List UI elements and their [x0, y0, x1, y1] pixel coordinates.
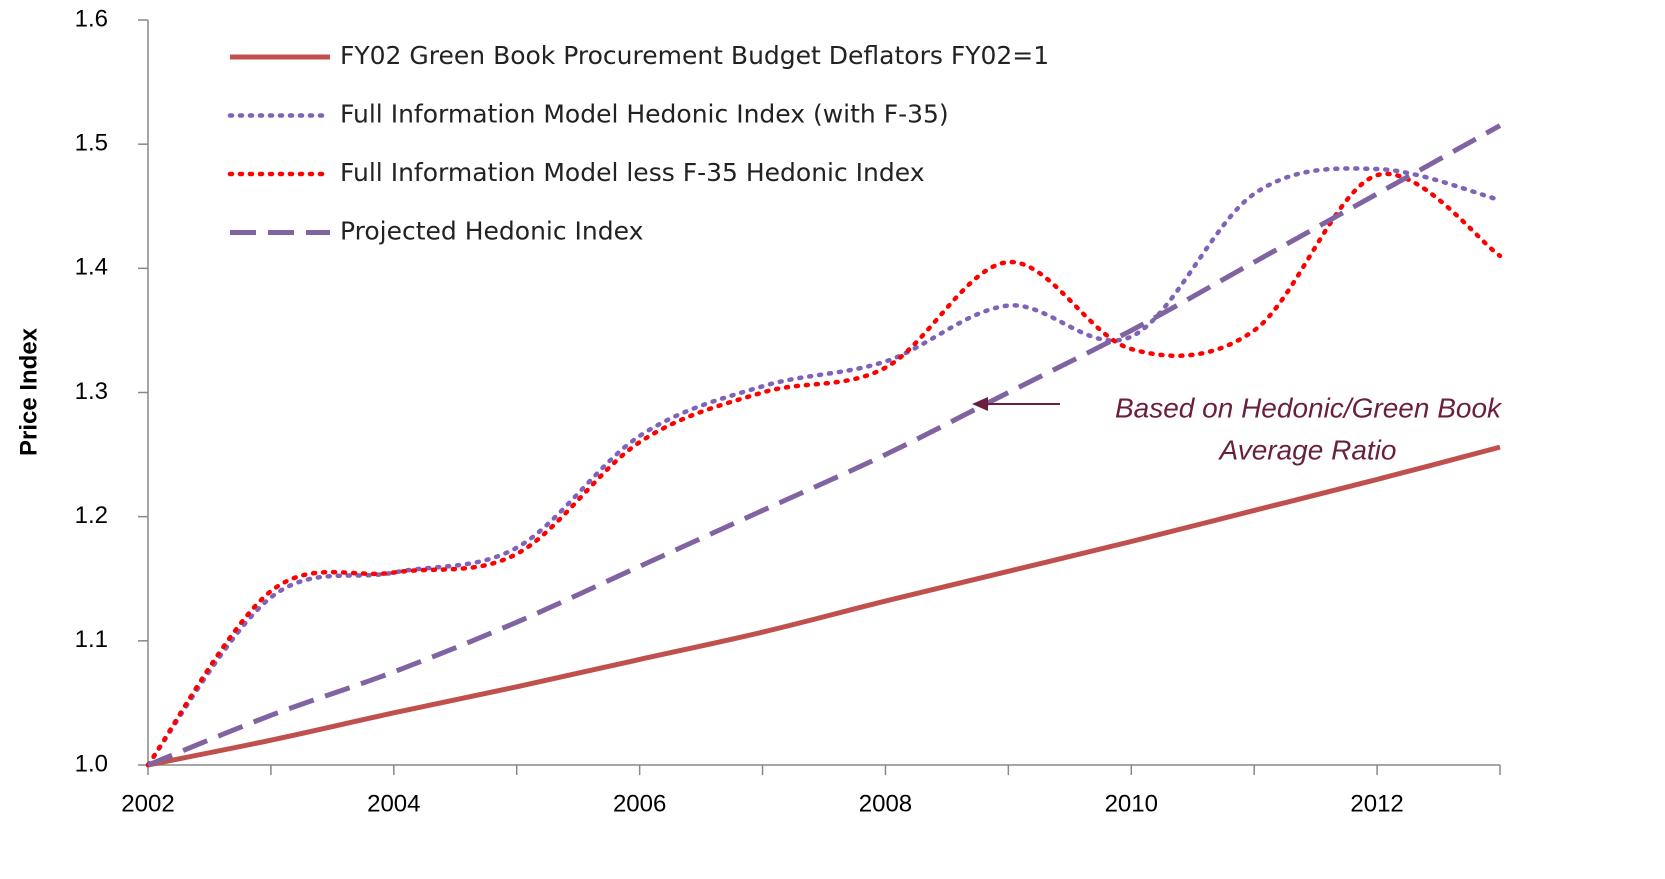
x-tick-label: 2002 — [121, 790, 174, 817]
x-tick-label: 2010 — [1105, 790, 1158, 817]
legend-label: FY02 Green Book Procurement Budget Defla… — [340, 41, 1049, 70]
y-axis-label: Price Index — [15, 327, 42, 456]
annotation-arrowhead — [972, 397, 988, 411]
legend-label: Full Information Model less F-35 Hedonic… — [340, 158, 925, 187]
legend-label: Projected Hedonic Index — [340, 217, 643, 246]
y-tick-label: 1.3 — [75, 378, 108, 405]
x-tick-label: 2008 — [859, 790, 912, 817]
series-line — [145, 166, 1503, 768]
annotation-text: Average Ratio — [1218, 434, 1397, 465]
legend-label: Full Information Model Hedonic Index (wi… — [340, 100, 949, 129]
y-tick-label: 1.5 — [75, 130, 108, 157]
y-tick-label: 1.2 — [75, 502, 108, 529]
series-line — [145, 171, 1503, 768]
series-line — [147, 444, 1501, 768]
y-tick-label: 1.6 — [75, 5, 108, 32]
x-tick-label: 2006 — [613, 790, 666, 817]
annotation-text: Based on Hedonic/Green Book — [1115, 392, 1503, 423]
x-tick-label: 2012 — [1350, 790, 1403, 817]
series-line — [147, 123, 1502, 768]
x-tick-label: 2004 — [367, 790, 420, 817]
y-tick-label: 1.1 — [75, 626, 108, 653]
y-tick-label: 1.4 — [75, 254, 108, 281]
y-tick-label: 1.0 — [75, 750, 108, 777]
